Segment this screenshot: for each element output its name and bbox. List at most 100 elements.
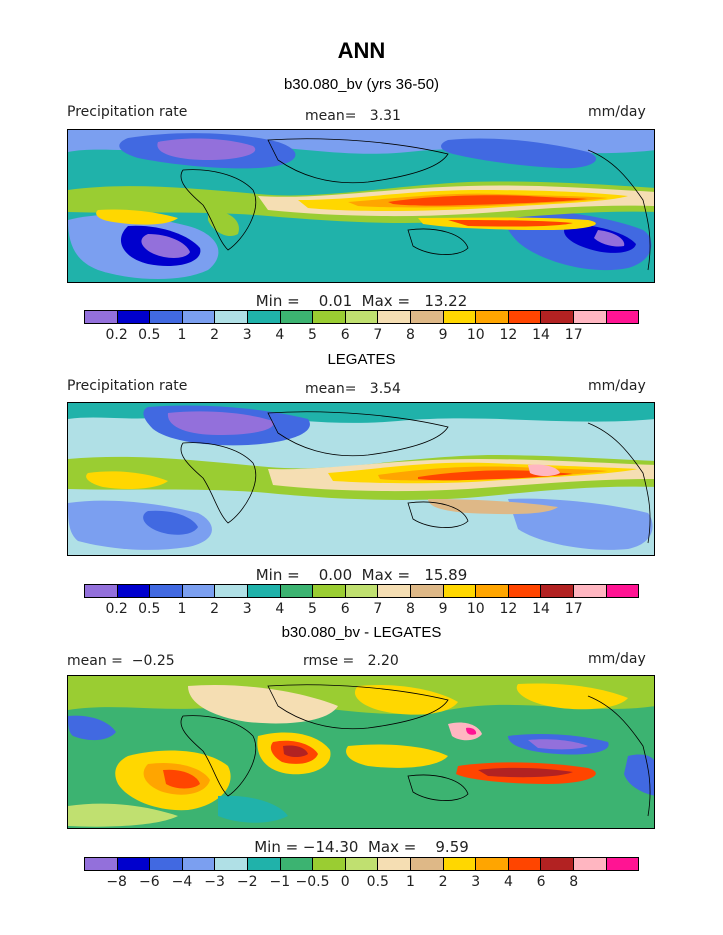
colorbar-swatch — [541, 858, 574, 870]
panel-obs-left-label: Precipitation rate — [67, 378, 188, 394]
panel-obs-mean-label: mean= 3.54 — [305, 381, 401, 397]
colorbar-swatch — [541, 585, 574, 597]
colorbar-swatch — [215, 311, 248, 323]
colorbar-swatch — [410, 858, 444, 870]
panel-obs-units-label: mm/day — [588, 378, 646, 394]
colorbar-swatch — [508, 858, 542, 870]
colorbar-tick-label: 6 — [340, 327, 350, 343]
colorbar-swatch — [606, 311, 639, 323]
colorbar-tick-label: 7 — [373, 327, 383, 343]
colorbar-tick-label: −8 — [106, 874, 127, 890]
colorbar-swatch — [443, 585, 477, 597]
panel-model-subtitle: b30.080_bv (yrs 36-50) — [283, 76, 440, 93]
colorbar-swatch — [280, 585, 314, 597]
colorbar-tick-label: 2 — [210, 601, 220, 617]
colorbar-swatch — [117, 858, 151, 870]
colorbar-swatch — [508, 311, 542, 323]
panel-diff-subtitle: b30.080_bv - LEGATES — [281, 624, 442, 641]
colorbar-swatch — [508, 585, 542, 597]
colorbar-tick-label: 0.5 — [138, 327, 161, 343]
panel-diff-rmse-label: rmse = 2.20 — [303, 653, 399, 669]
colorbar-swatch — [117, 585, 151, 597]
colorbar-tick-label: 1 — [406, 874, 415, 890]
colorbar-tick-label: 2 — [210, 327, 220, 343]
panel-model-map — [67, 129, 655, 283]
colorbar-tick-label: 0 — [340, 874, 350, 890]
colorbar-swatch — [378, 311, 411, 323]
colorbar-tick-label: 0.2 — [105, 327, 128, 343]
colorbar-tick-label: 17 — [564, 601, 583, 617]
panel-obs-subtitle: LEGATES — [327, 351, 396, 368]
colorbar-swatch — [215, 858, 248, 870]
colorbar-swatch — [345, 858, 379, 870]
colorbar-tick-label: 8 — [406, 601, 415, 617]
colorbar-swatch — [247, 585, 281, 597]
colorbar-swatch — [85, 311, 118, 323]
panel-diff-colorbar — [84, 857, 639, 871]
colorbar-swatch — [573, 585, 607, 597]
colorbar-tick-label: −0.5 — [295, 874, 330, 890]
colorbar-tick-label: 14 — [532, 327, 550, 343]
colorbar-swatch — [606, 858, 639, 870]
colorbar-tick-label: 10 — [466, 327, 485, 343]
colorbar-tick-label: 1 — [177, 601, 187, 617]
colorbar-swatch — [280, 311, 314, 323]
colorbar-swatch — [443, 311, 477, 323]
colorbar-tick-label: 6 — [340, 601, 350, 617]
colorbar-swatch — [378, 585, 411, 597]
panel-diff-map — [67, 675, 655, 829]
colorbar-tick-label: −1 — [269, 874, 291, 890]
colorbar-tick-label: 7 — [373, 601, 383, 617]
panel-model-map-svg — [68, 130, 654, 282]
colorbar-swatch — [182, 585, 216, 597]
colorbar-swatch — [247, 311, 281, 323]
colorbar-swatch — [443, 858, 477, 870]
colorbar-swatch — [150, 311, 183, 323]
colorbar-tick-label: 5 — [308, 327, 317, 343]
panel-diff-colorbar-ticks: −8 −6 −4 −3 −2 −1 −0.5 0 0.5 1 2 3 4 6 8 — [84, 874, 639, 890]
colorbar-swatch — [345, 311, 379, 323]
panel-obs-stats: Min = 0.00 Max = 15.89 — [255, 566, 468, 584]
panel-diff-mean-label: mean = −0.25 — [67, 653, 175, 669]
colorbar-tick-label: 12 — [499, 601, 518, 617]
colorbar-tick-label: 10 — [466, 601, 485, 617]
colorbar-tick-label: 17 — [564, 327, 583, 343]
panel-obs-colorbar — [84, 584, 639, 598]
colorbar-swatch — [573, 311, 607, 323]
panel-diff-stats: Min = −14.30 Max = 9.59 — [254, 838, 469, 856]
panel-obs-map — [67, 402, 655, 556]
colorbar-tick-label: 8 — [406, 327, 415, 343]
colorbar-tick-label: 0.5 — [366, 874, 389, 890]
colorbar-tick-label: −4 — [171, 874, 193, 890]
panel-model-left-label: Precipitation rate — [67, 104, 188, 120]
colorbar-swatch — [345, 585, 379, 597]
colorbar-tick-label: 9 — [438, 601, 448, 617]
colorbar-tick-label: 3 — [242, 327, 252, 343]
colorbar-tick-label: 4 — [503, 874, 513, 890]
colorbar-tick-label: −6 — [138, 874, 160, 890]
panel-diff-map-svg — [68, 676, 654, 828]
colorbar-swatch — [410, 311, 444, 323]
panel-model-units-label: mm/day — [588, 104, 646, 120]
panel-model-colorbar — [84, 310, 639, 324]
colorbar-swatch — [247, 858, 281, 870]
panel-obs-colorbar-ticks: 0.2 0.5 1 2 3 4 5 6 7 8 9 10 12 14 17 — [84, 601, 639, 617]
panel-model-colorbar-ticks: 0.2 0.5 1 2 3 4 5 6 7 8 9 10 12 14 17 — [84, 327, 639, 343]
colorbar-tick-label: 14 — [532, 601, 550, 617]
colorbar-swatch — [541, 311, 574, 323]
colorbar-tick-label: 4 — [275, 327, 285, 343]
colorbar-tick-label: 3 — [471, 874, 481, 890]
colorbar-swatch — [476, 858, 509, 870]
colorbar-tick-label: 6 — [536, 874, 546, 890]
colorbar-tick-label: 0.2 — [105, 601, 128, 617]
colorbar-tick-label: 9 — [438, 327, 448, 343]
colorbar-tick-label: 12 — [499, 327, 518, 343]
colorbar-tick-label: 0.5 — [138, 601, 161, 617]
colorbar-tick-label: 1 — [177, 327, 187, 343]
colorbar-swatch — [313, 311, 346, 323]
figure-title: ANN — [337, 38, 386, 63]
colorbar-swatch — [573, 858, 607, 870]
colorbar-swatch — [215, 585, 248, 597]
colorbar-swatch — [410, 585, 444, 597]
panel-model-mean-label: mean= 3.31 — [305, 108, 401, 124]
